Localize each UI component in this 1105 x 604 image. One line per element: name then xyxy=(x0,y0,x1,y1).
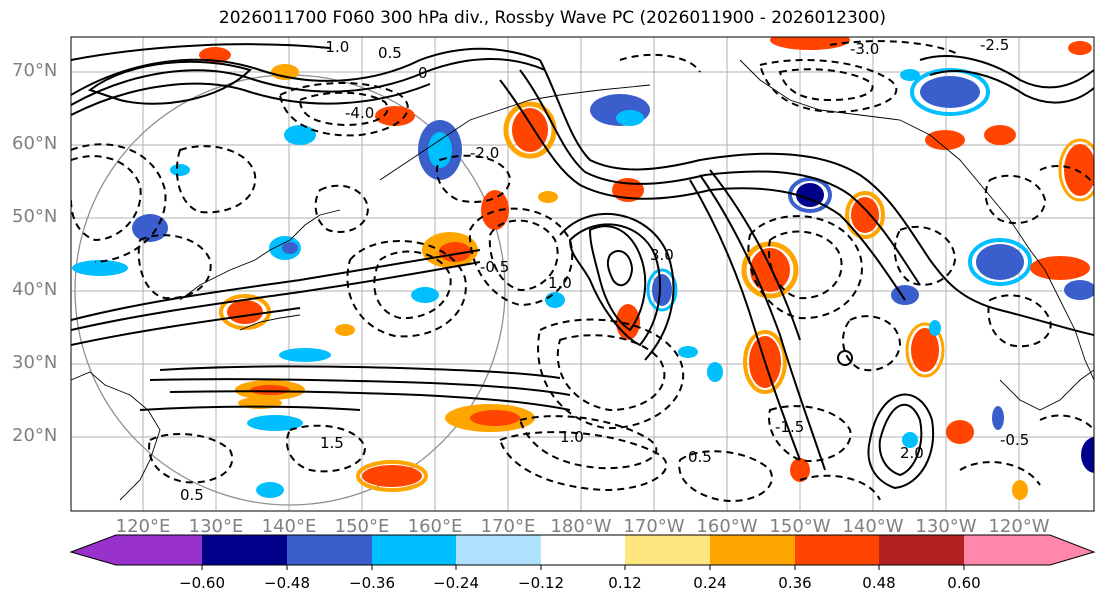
colorbar-swatch xyxy=(625,535,710,565)
contour-label: 0.5 xyxy=(180,486,204,504)
contour-label: -1.0 xyxy=(320,38,349,56)
longitude-label: 170°E xyxy=(480,516,536,537)
longitude-label: 180°W xyxy=(550,516,612,537)
colorbar-tick-label: −0.60 xyxy=(179,574,225,592)
colorbar-swatch xyxy=(879,535,964,565)
longitude-label: 130°W xyxy=(915,516,977,537)
colorbar-swatch xyxy=(541,535,625,565)
colorbar-tick-label: 0.12 xyxy=(608,574,642,592)
colorbar-tick-label: −0.36 xyxy=(349,574,395,592)
contour-label: -3.0 xyxy=(850,40,879,58)
latitude-label-20n: 20°N xyxy=(12,425,58,446)
colorbar-extend-high xyxy=(1050,535,1094,565)
contour-label: 1.0 xyxy=(560,428,584,446)
longitude-label: 140°E xyxy=(261,516,317,537)
longitude-label: 160°W xyxy=(696,516,758,537)
colorbar-swatch xyxy=(710,535,795,565)
contour-label: -2.0 xyxy=(470,144,499,162)
longitude-label: 150°W xyxy=(769,516,831,537)
contour-label: 0.5 xyxy=(378,44,402,62)
colorbar-swatch xyxy=(964,535,1050,565)
contour-label: -4.0 xyxy=(345,104,374,122)
colorbar-tick-label: 0.24 xyxy=(693,574,727,592)
contour-label: 2.0 xyxy=(900,444,924,462)
contour-label: -0.5 xyxy=(1000,431,1029,449)
colorbar-swatch xyxy=(456,535,541,565)
divergence-shading xyxy=(72,37,1094,500)
colorbar-tick-label: 0.48 xyxy=(862,574,896,592)
colorbar-swatch xyxy=(202,535,287,565)
map-frame xyxy=(70,36,1095,512)
colorbar-swatch xyxy=(287,535,372,565)
latitude-label-30n: 30°N xyxy=(12,352,58,373)
longitude-label: 130°E xyxy=(188,516,244,537)
colorbar-extend-low xyxy=(71,535,116,565)
colorbar-swatch xyxy=(372,535,456,565)
contour-label: 0.5 xyxy=(688,448,712,466)
contour-label: -2.5 xyxy=(980,36,1009,54)
longitude-label: 150°E xyxy=(334,516,390,537)
contour-label-group: -1.0 0.5 -3.0 0 -4.0 1.0 -1.5 1.5 -0.5 -… xyxy=(180,36,1029,504)
map-plot-area xyxy=(71,37,1094,511)
colorbar-tick-label: 0.36 xyxy=(778,574,812,592)
height-contours-dashed xyxy=(71,40,1094,502)
longitude-label: 160°E xyxy=(407,516,463,537)
longitude-label: 120°E xyxy=(115,516,171,537)
contour-label: 1.0 xyxy=(548,274,572,292)
height-contours-solid xyxy=(71,43,1094,490)
colorbar-outline xyxy=(69,534,1096,566)
map-title: 2026011700 F060 300 hPa div., Rossby Wav… xyxy=(218,8,887,28)
latitude-label-50n: 50°N xyxy=(12,206,58,227)
latitude-label-60n: 60°N xyxy=(12,133,58,154)
colorbar-swatch xyxy=(116,535,202,565)
colorbar-tick-label: −0.24 xyxy=(433,574,479,592)
contour-label: -0.5 xyxy=(480,258,509,276)
colorbar xyxy=(69,534,1096,570)
longitude-label: 140°W xyxy=(842,516,904,537)
contour-label: 0 xyxy=(418,64,428,82)
colorbar-tick-label: 0.60 xyxy=(947,574,981,592)
longitude-label: 170°W xyxy=(623,516,685,537)
coastlines xyxy=(71,59,1094,501)
latitude-label-70n: 70°N xyxy=(12,60,58,81)
latitude-label-40n: 40°N xyxy=(12,279,58,300)
longitude-label: 120°W xyxy=(988,516,1050,537)
contour-label: 1.5 xyxy=(320,434,344,452)
contour-label: -1.5 xyxy=(775,418,804,436)
colorbar-tick-label: −0.48 xyxy=(264,574,310,592)
contour-label: 3.0 xyxy=(650,246,674,264)
colorbar-swatch xyxy=(795,535,879,565)
colorbar-tick-label: −0.12 xyxy=(518,574,564,592)
